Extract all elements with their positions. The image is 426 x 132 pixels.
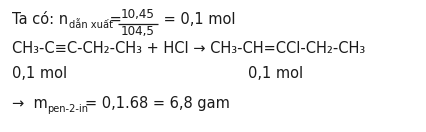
Text: = 0,1.68 = 6,8 gam: = 0,1.68 = 6,8 gam (85, 96, 230, 111)
Text: =: = (105, 12, 127, 27)
Text: dẫn xuất: dẫn xuất (69, 20, 113, 29)
Text: 104,5: 104,5 (121, 25, 155, 38)
Text: 0,1 mol: 0,1 mol (248, 66, 303, 81)
Text: 0,1 mol: 0,1 mol (12, 66, 67, 81)
Text: →  m: → m (12, 96, 48, 111)
Text: pen-2-in: pen-2-in (47, 103, 88, 114)
Text: Ta có: n: Ta có: n (12, 12, 68, 27)
Text: 10,45: 10,45 (121, 8, 155, 21)
Text: = 0,1 mol: = 0,1 mol (159, 12, 236, 27)
Text: CH₃-C≡C-CH₂-CH₃ + HCl → CH₃-CH=CCl-CH₂-CH₃: CH₃-C≡C-CH₂-CH₃ + HCl → CH₃-CH=CCl-CH₂-C… (12, 41, 365, 56)
